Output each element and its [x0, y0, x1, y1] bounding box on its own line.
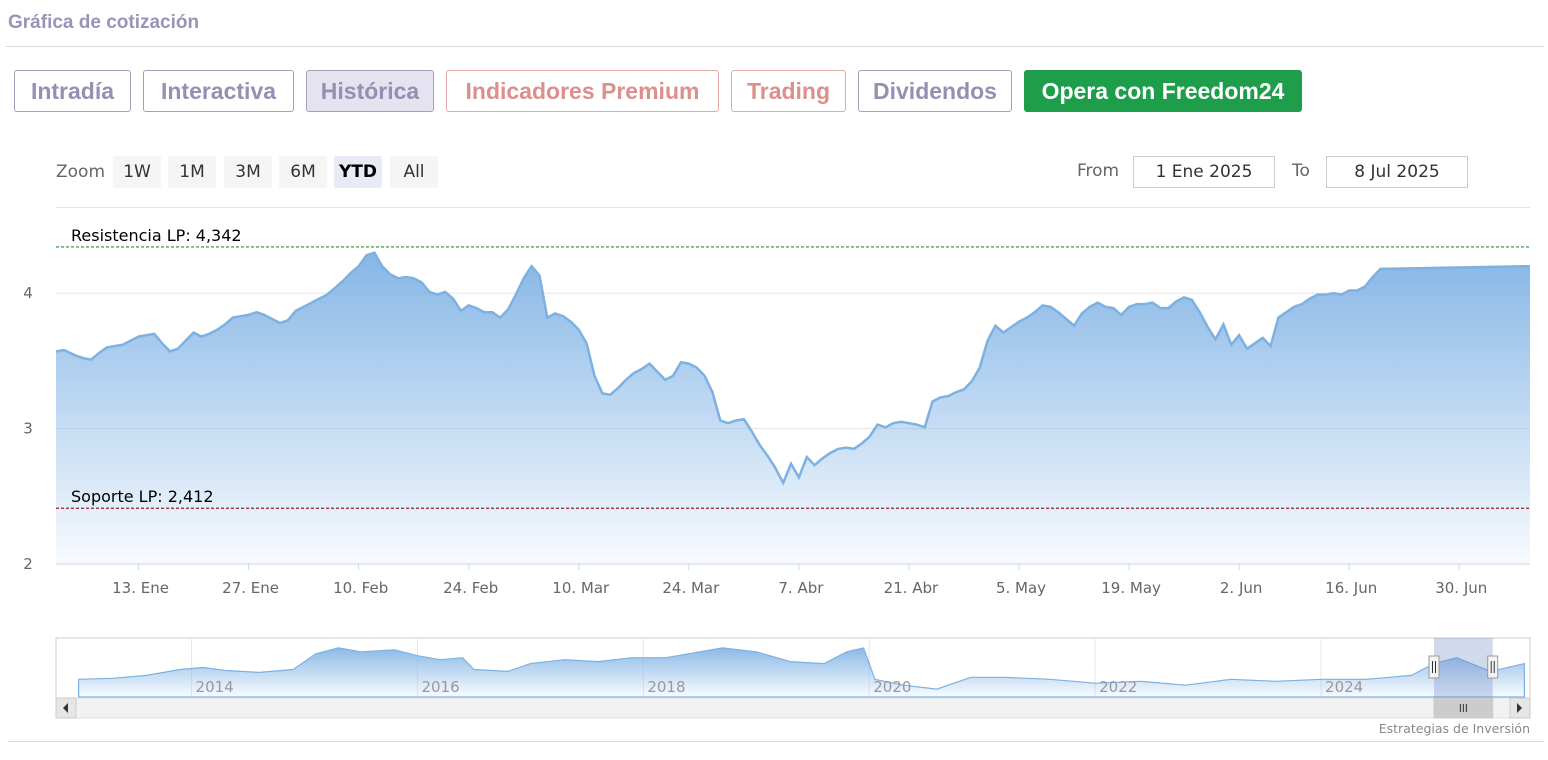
scrollbar-track	[55, 697, 1531, 719]
zoom-6m-button[interactable]: 6M	[279, 156, 327, 188]
support-label: Soporte LP: 2,412	[71, 487, 214, 506]
title-divider	[6, 46, 1544, 47]
support-resistance-lines: Resistencia LP: 4,342 Soporte LP: 2,412	[56, 226, 1530, 509]
scrollbar	[55, 697, 1531, 719]
y-tick-label: 3	[23, 420, 33, 438]
price-line	[55, 251, 1531, 486]
x-tick-label: 19. May	[1101, 579, 1161, 597]
x-tick-label: 10. Mar	[552, 579, 610, 597]
section-title: Gráfica de cotización	[8, 12, 200, 33]
scrollbar-grip-icon	[1459, 704, 1467, 712]
range-from-input[interactable]: 1 Ene 2025	[1133, 156, 1275, 188]
tab-historica[interactable]: Histórica	[306, 70, 434, 112]
range-to-label: To	[1292, 161, 1310, 181]
navigator-year-labels: 2014 2016 2018 2020 2022 2024	[196, 678, 1364, 696]
zoom-1w-button[interactable]: 1W	[113, 156, 161, 188]
navigator-left-handle[interactable]	[1428, 655, 1440, 679]
navigator-selected-range	[1433, 638, 1493, 698]
chart-top-divider	[56, 207, 1530, 208]
y-tick-label: 2	[23, 555, 33, 573]
y-axis-labels: 2 3 4	[23, 284, 33, 573]
navigator-area	[78, 647, 1525, 698]
x-tick-label: 13. Ene	[112, 579, 169, 597]
x-tick-label: 30. Jun	[1435, 579, 1487, 597]
tab-indicadores-premium[interactable]: Indicadores Premium	[446, 70, 719, 112]
x-tick-label: 5. May	[996, 579, 1046, 597]
navigator-year-label: 2020	[873, 678, 911, 696]
arrow-left-icon	[63, 703, 68, 713]
x-tick-label: 2. Jun	[1220, 579, 1263, 597]
x-tick-label: 10. Feb	[333, 579, 388, 597]
tab-dividendos[interactable]: Dividendos	[858, 70, 1012, 112]
range-to-input[interactable]: 8 Jul 2025	[1326, 156, 1468, 188]
x-axis-labels: 13. Ene 27. Ene 10. Feb 24. Feb 10. Mar 24. M…	[112, 564, 1487, 597]
x-tick-label: 7. Abr	[778, 579, 824, 597]
x-tick-label: 24. Feb	[443, 579, 498, 597]
price-area	[56, 252, 1530, 564]
arrow-right-icon	[1517, 703, 1522, 713]
y-tick-label: 4	[23, 284, 33, 302]
navigator-year-label: 2022	[1099, 678, 1137, 696]
tab-intradia[interactable]: Intradía	[14, 70, 131, 112]
navigator-year-label: 2024	[1325, 678, 1363, 696]
tab-interactiva[interactable]: Interactiva	[143, 70, 294, 112]
tab-trading[interactable]: Trading	[731, 70, 846, 112]
x-tick-label: 16. Jun	[1325, 579, 1377, 597]
handle-box	[1428, 655, 1440, 679]
zoom-label: Zoom	[56, 162, 106, 182]
range-from-label: From	[1077, 161, 1120, 181]
resistance-label: Resistencia LP: 4,342	[71, 226, 242, 245]
navigator-right-handle[interactable]	[1487, 655, 1499, 679]
handle-box	[1487, 655, 1499, 679]
navigator: 2014 2016 2018 2020 2022 2024	[55, 637, 1531, 699]
navigator-year-label: 2018	[647, 678, 685, 696]
navigator-year-label: 2016	[421, 678, 459, 696]
zoom-1m-button[interactable]: 1M	[168, 156, 216, 188]
zoom-all-button[interactable]: All	[390, 156, 438, 188]
bottom-divider	[8, 741, 1544, 742]
x-tick-label: 27. Ene	[222, 579, 279, 597]
chart-credits: Estrategias de Inversión	[1378, 721, 1530, 736]
x-tick-label: 21. Abr	[884, 579, 939, 597]
navigator-year-label: 2014	[196, 678, 234, 696]
freedom24-button[interactable]: Opera con Freedom24	[1024, 70, 1302, 112]
zoom-ytd-button[interactable]: YTD	[334, 156, 382, 188]
zoom-3m-button[interactable]: 3M	[224, 156, 272, 188]
x-tick-label: 24. Mar	[662, 579, 720, 597]
